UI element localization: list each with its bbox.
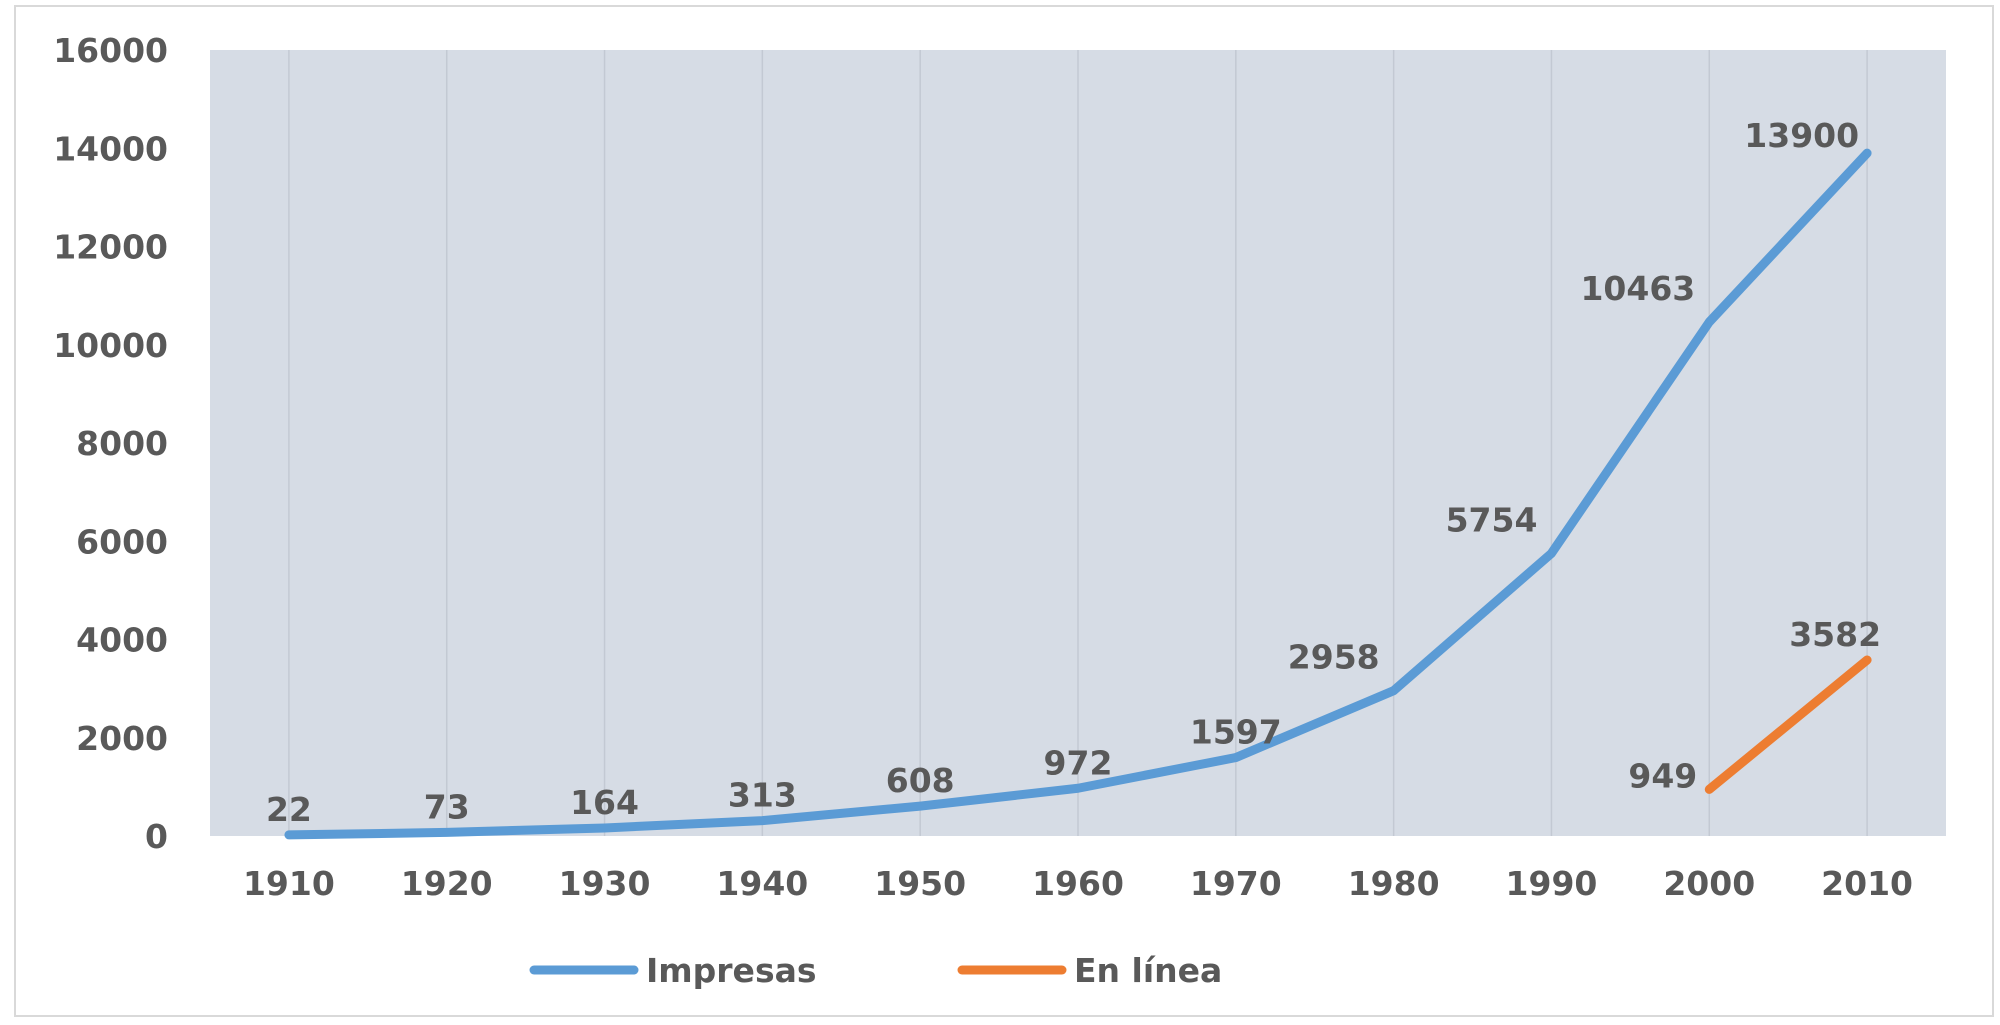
series-1-data-label: 10463 xyxy=(1580,269,1695,308)
legend-label-1: Impresas xyxy=(646,951,817,990)
legend: Impresas En línea xyxy=(529,951,1222,990)
y-tick-label: 6000 xyxy=(76,522,168,561)
x-tick-label: 1970 xyxy=(1190,864,1282,903)
vertical-gridlines xyxy=(288,50,1868,836)
series-2-data-label: 949 xyxy=(1628,756,1697,795)
x-tick-label: 1980 xyxy=(1348,864,1440,903)
y-tick-label: 12000 xyxy=(53,228,168,267)
y-tick-label: 16000 xyxy=(53,31,168,70)
series-1-data-label: 22 xyxy=(266,790,312,829)
series-1-data-label: 1597 xyxy=(1190,713,1282,752)
x-tick-label: 2000 xyxy=(1663,864,1755,903)
series-2-data-label: 3582 xyxy=(1789,615,1881,654)
x-axis-ticks: 1910 1920 1930 1940 1950 1960 1970 1980 1990 2000… xyxy=(243,864,1913,903)
series-1-data-label: 313 xyxy=(728,776,797,815)
y-axis-ticks: 0 2000 4000 6000 8000 10000 12000 14000 16000 xyxy=(53,31,168,856)
y-tick-label: 4000 xyxy=(76,621,168,660)
y-tick-label: 14000 xyxy=(53,129,168,168)
y-tick-label: 0 xyxy=(145,817,168,856)
series-1-data-label: 2958 xyxy=(1288,638,1380,677)
series-1-data-label: 73 xyxy=(424,787,470,826)
x-tick-label: 1960 xyxy=(1032,864,1124,903)
series-1-data-label: 164 xyxy=(570,783,639,822)
series-1-data-label: 13900 xyxy=(1744,116,1859,155)
series-lines xyxy=(284,148,1872,840)
x-tick-label: 1910 xyxy=(243,864,335,903)
x-tick-label: 1930 xyxy=(559,864,651,903)
x-tick-label: 1920 xyxy=(401,864,493,903)
legend-label-2: En línea xyxy=(1074,951,1222,990)
x-tick-label: 1950 xyxy=(874,864,966,903)
y-tick-label: 8000 xyxy=(76,424,168,463)
x-tick-label: 2010 xyxy=(1821,864,1913,903)
series-2-line xyxy=(1704,655,1872,794)
series-1-data-label: 608 xyxy=(886,761,955,800)
x-tick-label: 1940 xyxy=(716,864,808,903)
series-1-line xyxy=(284,148,1872,840)
y-tick-label: 10000 xyxy=(53,326,168,365)
series-1-data-label: 5754 xyxy=(1446,500,1538,539)
y-tick-label: 2000 xyxy=(76,719,168,758)
series-1-data-label: 972 xyxy=(1044,743,1113,782)
x-tick-label: 1990 xyxy=(1506,864,1598,903)
